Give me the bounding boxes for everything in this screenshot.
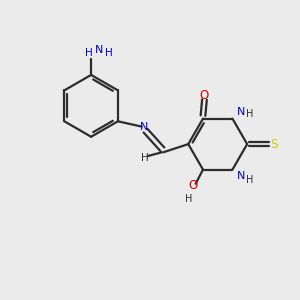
Text: H: H — [246, 110, 253, 119]
Text: O: O — [188, 179, 197, 192]
Text: N: N — [140, 122, 148, 132]
Text: H: H — [85, 48, 93, 58]
Text: N: N — [236, 171, 245, 181]
Text: H: H — [105, 48, 113, 58]
Text: H: H — [246, 175, 253, 184]
Text: S: S — [270, 138, 278, 151]
Text: O: O — [200, 88, 209, 102]
Text: N: N — [236, 107, 245, 117]
Text: N: N — [95, 45, 103, 55]
Text: H: H — [185, 194, 193, 204]
Text: H: H — [140, 152, 148, 163]
